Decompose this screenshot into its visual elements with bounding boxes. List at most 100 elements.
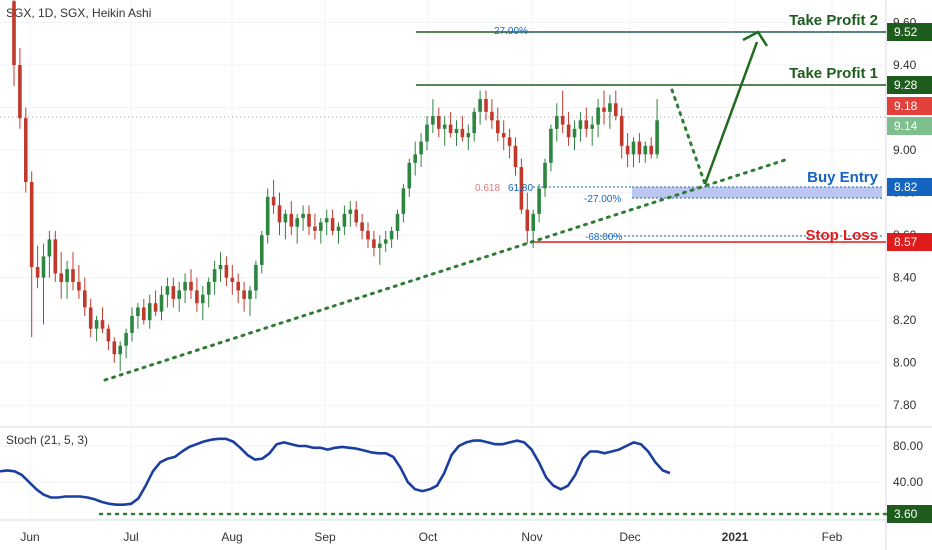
candle-body — [395, 213, 400, 231]
buy-zone — [632, 187, 882, 198]
candle-body — [643, 145, 648, 155]
candle-body — [18, 65, 22, 119]
tag-tp1-text: 9.28 — [894, 78, 918, 92]
candle-body — [454, 128, 459, 134]
candle-body — [65, 269, 69, 282]
candle-body — [614, 103, 618, 117]
candle-body — [372, 239, 376, 248]
price-tick-label: 9.40 — [893, 58, 917, 72]
candle-body — [118, 345, 122, 355]
candle-body — [277, 205, 282, 223]
tag-stop: 8.57 — [887, 233, 932, 251]
tag-last-close: 9.18 — [887, 97, 932, 115]
candle-body — [631, 141, 636, 155]
candle-body — [484, 99, 488, 112]
candle-body — [41, 256, 46, 278]
candle-body — [171, 286, 176, 299]
candle-body — [324, 218, 329, 223]
tag-entry-text: 8.82 — [894, 180, 918, 194]
time-tick-label: 2021 — [722, 530, 749, 544]
candle-body — [366, 230, 370, 240]
tag-tp2-text: 9.52 — [894, 25, 918, 39]
candle-body — [47, 239, 52, 257]
candle-body — [142, 307, 146, 321]
candle-body — [242, 290, 246, 299]
tag-tp1: 9.28 — [887, 76, 932, 94]
candle-body — [248, 290, 252, 299]
tag-last-open: 9.14 — [887, 117, 932, 135]
candle-body — [271, 196, 276, 206]
time-tick-label: Jun — [20, 530, 39, 544]
candle-body — [106, 328, 111, 342]
candle-body — [602, 107, 606, 112]
candle-body — [35, 267, 40, 278]
candle-body — [549, 128, 553, 163]
time-tick-label: Sep — [314, 530, 336, 544]
take-profit-2-label: Take Profit 2 — [789, 12, 878, 29]
candle-body — [419, 141, 423, 155]
candle-body — [301, 213, 305, 219]
candle-body — [319, 222, 323, 231]
buy-entry-label: Buy Entry — [807, 169, 879, 186]
candle-body — [608, 103, 612, 112]
candle-body — [283, 213, 288, 223]
candle-body — [12, 1, 16, 66]
candle-body — [478, 99, 482, 112]
candle-body — [525, 209, 530, 231]
candle-body — [578, 120, 583, 129]
candle-body — [83, 290, 87, 308]
tag-last-open-text: 9.14 — [894, 119, 918, 133]
candle-body — [260, 235, 264, 265]
tag-stoch-level: 3.60 — [887, 505, 932, 523]
candle-body — [265, 196, 270, 236]
candle-body — [88, 307, 93, 329]
candle-body — [59, 273, 63, 282]
candle-body — [206, 281, 211, 295]
price-tick-label: 8.20 — [893, 313, 917, 327]
candle-body — [460, 128, 465, 138]
time-tick-label: Jul — [123, 530, 138, 544]
candle-body — [29, 181, 34, 268]
candle-body — [584, 120, 589, 129]
candle-body — [590, 124, 594, 129]
projected-pullback — [670, 88, 707, 186]
candle-body — [254, 264, 258, 291]
candle-body — [655, 120, 659, 155]
candle-body — [566, 124, 571, 138]
stoch-tick-label: 40.00 — [893, 475, 923, 489]
candle-body — [472, 111, 476, 134]
candle-body — [649, 145, 653, 155]
tag-last-close-text: 9.18 — [894, 99, 918, 113]
candle-body — [513, 145, 518, 168]
candle-body — [490, 111, 494, 121]
projected-rally-arrow — [703, 41, 759, 185]
fib-pct-entry: -27.00% — [584, 194, 621, 205]
candle-body — [496, 120, 500, 134]
candle-body — [112, 341, 117, 355]
price-tick-label: 9.00 — [893, 143, 917, 157]
stop-loss-label: Stop Loss — [805, 227, 878, 244]
tag-entry: 8.82 — [887, 178, 932, 196]
candle-body — [53, 239, 58, 274]
candle-body — [354, 209, 358, 223]
candle-body — [147, 303, 152, 321]
candle-body — [165, 286, 170, 295]
tag-stop-text: 8.57 — [894, 235, 918, 249]
arrow-head — [742, 30, 769, 47]
candle-body — [289, 213, 294, 227]
candle-body — [330, 218, 335, 231]
price-tick-label: 7.80 — [893, 398, 917, 412]
candle-body — [218, 264, 223, 270]
candle-body — [401, 188, 406, 214]
candle-body — [189, 281, 193, 291]
candle-body — [136, 307, 140, 316]
candle-body — [560, 116, 565, 125]
candle-body — [442, 124, 447, 129]
symbol-title: SGX, 1D, SGX, Heikin Ashi — [6, 6, 151, 20]
candle-body — [236, 281, 240, 291]
candle-layer — [12, 0, 659, 372]
tag-stoch-level-text: 3.60 — [894, 507, 918, 521]
candle-body — [71, 269, 75, 282]
